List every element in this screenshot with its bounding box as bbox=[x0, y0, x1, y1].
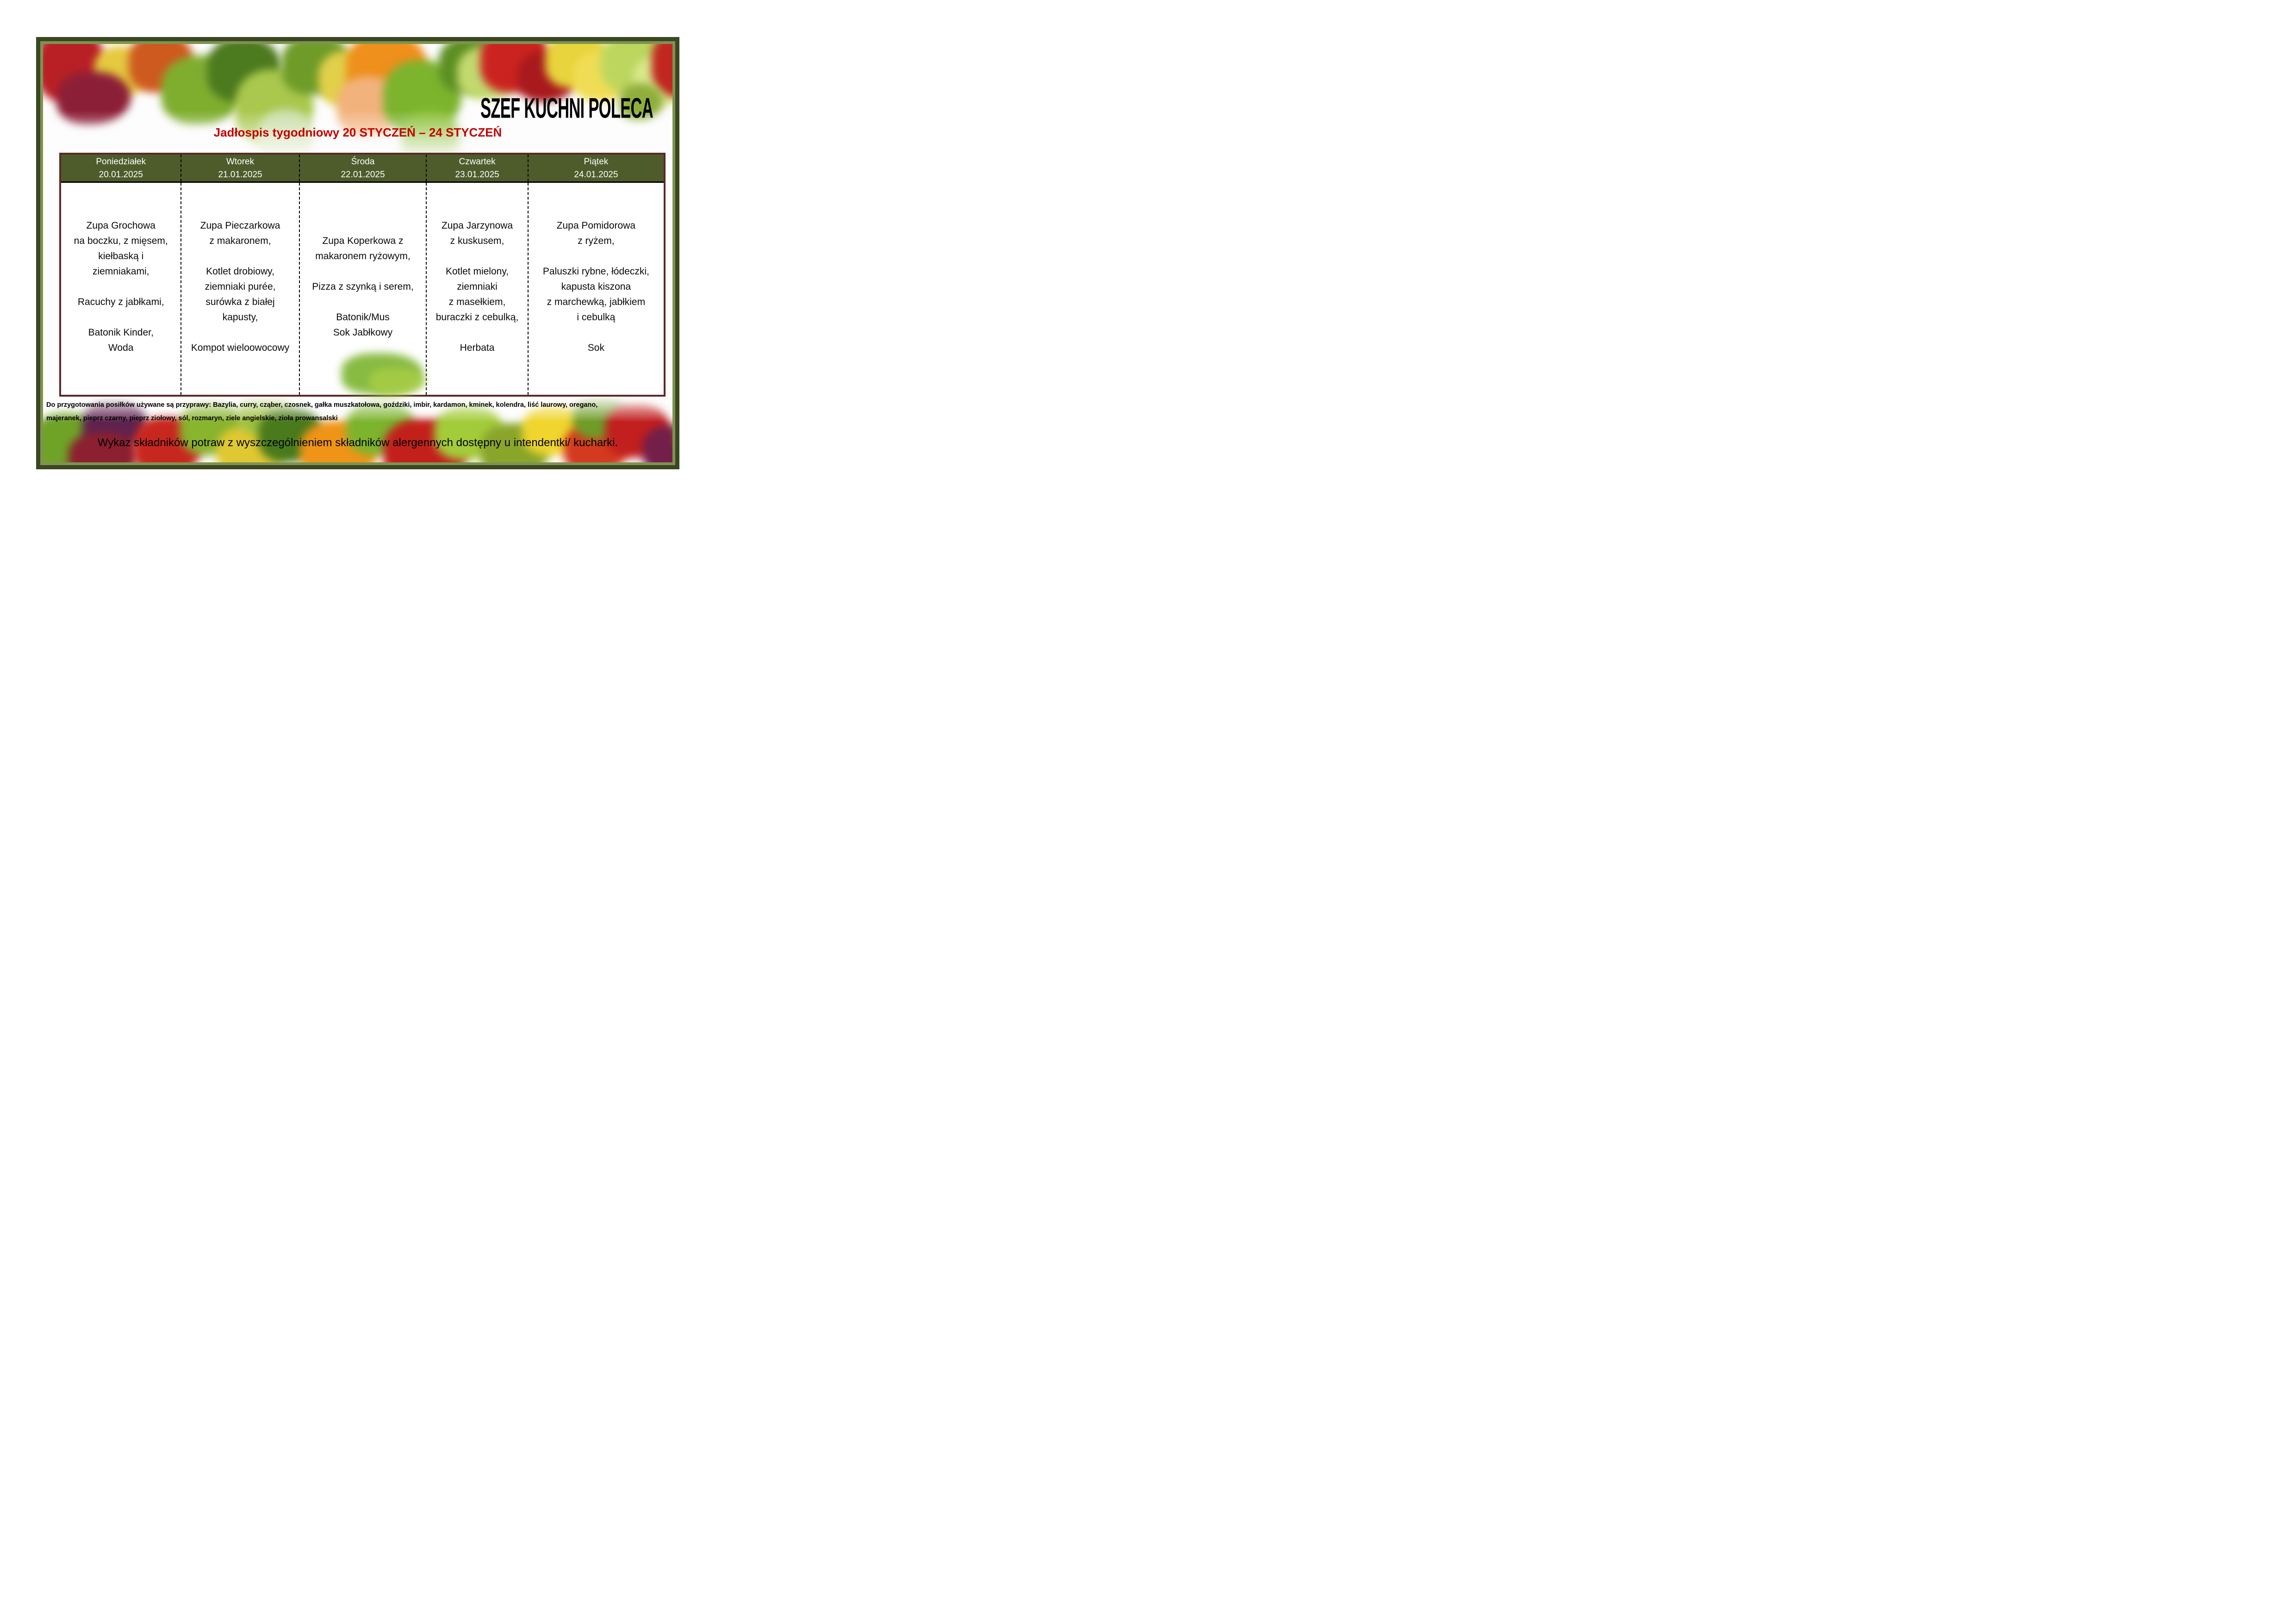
day-name: Wtorek bbox=[226, 157, 255, 167]
menu-cell-monday: Zupa Grochowa na boczku, z mięsem, kiełb… bbox=[74, 220, 168, 353]
day-date: 20.01.2025 bbox=[99, 170, 143, 180]
menu-canvas: SZEF KUCHNI POLECA Jadłospis tygodniowy … bbox=[43, 44, 672, 462]
header-cell-wednesday: Środa 22.01.2025 bbox=[299, 155, 426, 181]
header-cell-monday: Poniedziałek 20.01.2025 bbox=[61, 155, 180, 181]
menu-table: Poniedziałek 20.01.2025 Wtorek 21.01.202… bbox=[59, 153, 666, 397]
menu-table-body-row: Zupa Grochowa na boczku, z mięsem, kiełb… bbox=[61, 183, 664, 395]
day-date: 24.01.2025 bbox=[574, 170, 618, 180]
menu-table-header-row: Poniedziałek 20.01.2025 Wtorek 21.01.202… bbox=[61, 155, 664, 183]
bottom-fruit-collage bbox=[43, 393, 672, 462]
day-date: 22.01.2025 bbox=[341, 170, 385, 180]
page-title: SZEF KUCHNI POLECA bbox=[480, 93, 653, 124]
fruit-blob bbox=[57, 72, 131, 125]
weekly-menu-page: SZEF KUCHNI POLECA Jadłospis tygodniowy … bbox=[0, 0, 715, 504]
spices-note-line2: majeranek, pieprz czarny, pieprz ziołowy… bbox=[46, 415, 338, 422]
menu-cell-thursday: Zupa Jarzynowa z kuskusem, Kotlet mielon… bbox=[426, 183, 527, 395]
header-cell-thursday: Czwartek 23.01.2025 bbox=[426, 155, 527, 181]
day-name: Poniedziałek bbox=[96, 157, 146, 167]
day-date: 23.01.2025 bbox=[455, 170, 499, 180]
allergen-note: Wykaz składników potraw z wyszczególnien… bbox=[97, 436, 618, 449]
header-cell-tuesday: Wtorek 21.01.2025 bbox=[180, 155, 299, 181]
day-name: Środa bbox=[351, 157, 375, 167]
spices-note-line1: Do przygotowania posiłków używane są prz… bbox=[46, 401, 598, 409]
decorative-frame-outer: SZEF KUCHNI POLECA Jadłospis tygodniowy … bbox=[36, 37, 679, 469]
decorative-frame-inner: SZEF KUCHNI POLECA Jadłospis tygodniowy … bbox=[40, 41, 675, 465]
menu-week-subtitle: Jadłospis tygodniowy 20 STYCZEŃ – 24 STY… bbox=[213, 125, 502, 139]
day-date: 21.01.2025 bbox=[218, 170, 262, 180]
menu-cell-tuesday: Zupa Pieczarkowa z makaronem, Kotlet dro… bbox=[180, 183, 299, 395]
fruit-blob bbox=[619, 83, 663, 120]
lettuce-photo-overlay bbox=[369, 368, 425, 395]
spices-note: Do przygotowania posiłków używane są prz… bbox=[46, 398, 669, 425]
fruit-blob bbox=[68, 432, 138, 462]
day-name: Piątek bbox=[584, 157, 609, 167]
header-cell-friday: Piątek 24.01.2025 bbox=[527, 155, 664, 181]
menu-cell-wednesday: Zupa Koperkowa z makaronem ryżowym, Pizz… bbox=[299, 183, 426, 395]
day-name: Czwartek bbox=[459, 157, 496, 167]
menu-cell-friday: Zupa Pomidorowa z ryżem, Paluszki rybne,… bbox=[527, 183, 664, 395]
